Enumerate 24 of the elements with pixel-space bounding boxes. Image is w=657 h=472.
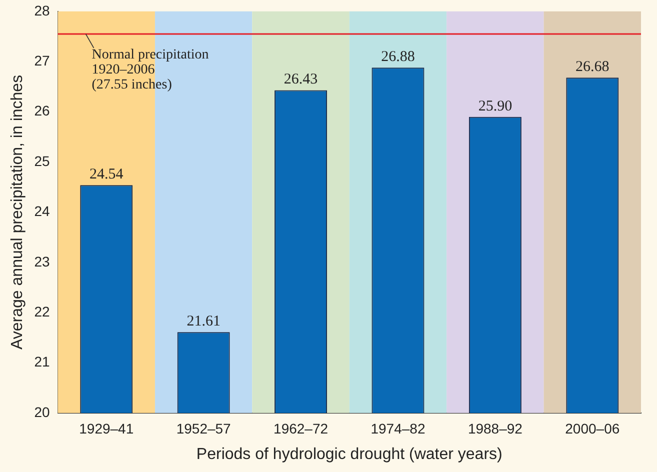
y-tick-label: 27 [34, 52, 50, 68]
ref-line-label: Normal precipitation 1920–2006 (27.55 inches) [92, 48, 209, 93]
data-label: 21.61 [186, 314, 220, 330]
y-axis-title: Average annual precipitation, in inches [9, 74, 26, 350]
x-tick-label: 2000–06 [565, 420, 620, 436]
x-tick-label: 1988–92 [468, 420, 523, 436]
x-axis-title: Periods of hydrologic drought (water years) [196, 446, 502, 463]
data-label: 26.43 [284, 72, 318, 88]
x-tick-label: 1952–57 [176, 420, 232, 436]
y-tick-label: 22 [34, 303, 50, 320]
y-tick-label: 24 [34, 203, 50, 220]
y-tick-label: 25 [34, 152, 50, 169]
y-tick-label: 23 [34, 253, 50, 270]
data-label: 26.88 [381, 49, 415, 66]
x-tick-label: 1962–72 [274, 420, 328, 436]
y-tick-label: 28 [34, 2, 50, 18]
y-tick-label: 26 [34, 102, 50, 119]
y-tick-label: 21 [34, 354, 50, 370]
data-label: 24.54 [90, 166, 124, 183]
data-label: 26.68 [576, 59, 610, 76]
x-tick-label: 1929–41 [79, 420, 134, 436]
y-tick-label: 20 [34, 404, 50, 420]
x-tick-label: 1974–82 [370, 420, 426, 436]
data-label: 25.90 [478, 98, 512, 114]
